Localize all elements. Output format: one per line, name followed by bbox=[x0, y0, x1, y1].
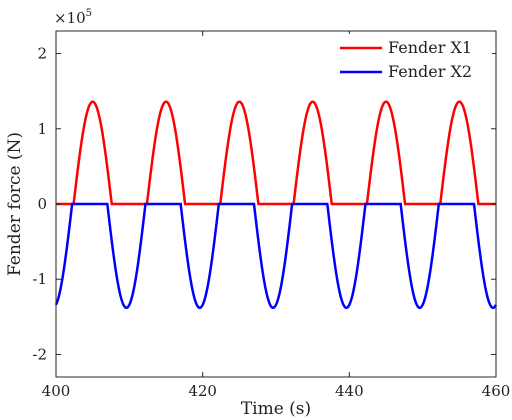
axes-frame bbox=[55, 30, 497, 378]
x-axis-label: Time (s) bbox=[241, 399, 311, 419]
x-tick-label: 400 bbox=[42, 382, 71, 400]
legend: Fender X1 Fender X2 bbox=[334, 34, 492, 84]
y-tick-label: 0 bbox=[37, 195, 47, 213]
legend-label-fender-x2: Fender X2 bbox=[388, 62, 472, 81]
y-axis-multiplier-exponent: 5 bbox=[86, 8, 92, 19]
x-tick-label: 460 bbox=[482, 382, 511, 400]
y-tick-label: 1 bbox=[37, 120, 47, 138]
y-axis-ticks: -2 -1 0 1 2 bbox=[32, 45, 496, 363]
y-axis-label: Fender force (N) bbox=[5, 132, 25, 276]
x-axis-ticks: 400 420 440 460 bbox=[42, 31, 511, 400]
y-axis-multiplier: ×105 bbox=[54, 8, 92, 27]
x-tick-label: 420 bbox=[188, 382, 217, 400]
y-tick-label: -2 bbox=[32, 345, 47, 363]
y-tick-label: -1 bbox=[32, 270, 47, 288]
y-axis-multiplier-base: ×10 bbox=[54, 9, 86, 27]
plot-area bbox=[54, 100, 498, 310]
legend-box bbox=[334, 34, 492, 84]
legend-label-fender-x1: Fender X1 bbox=[388, 38, 472, 57]
series-line-fender-x2 bbox=[54, 202, 498, 310]
y-tick-label: 2 bbox=[37, 45, 47, 63]
series-line-fender-x1 bbox=[56, 100, 496, 206]
x-tick-label: 440 bbox=[335, 382, 364, 400]
